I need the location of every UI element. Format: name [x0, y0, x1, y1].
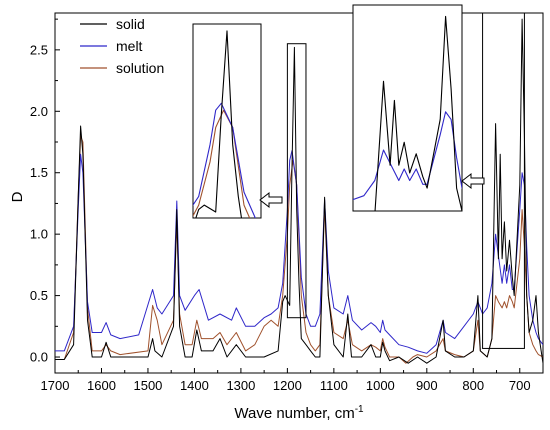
x-tick-label: 1300	[226, 378, 255, 393]
y-tick-label: 1.5	[30, 165, 48, 180]
series-line-melt	[55, 150, 543, 354]
x-tick-label: 700	[509, 378, 531, 393]
plot-area	[54, 12, 544, 374]
inset-730-frame	[352, 4, 463, 212]
box-1190	[286, 43, 307, 319]
x-axis-title-superscript: -1	[355, 404, 364, 415]
x-tick-label: 800	[462, 378, 484, 393]
inset-1190-arrow	[259, 191, 283, 209]
x-tick-label: 1100	[320, 378, 348, 393]
y-tick-label: 1.0	[30, 227, 48, 242]
inset-730-line-melt	[353, 111, 462, 201]
inset-1190-lines	[193, 30, 257, 218]
inset-1190-line-melt	[193, 102, 257, 218]
inset-730-line-solid	[374, 15, 462, 211]
x-axis-title: Wave number, cm-1	[234, 404, 364, 422]
y-tick-label: 0.0	[30, 350, 48, 365]
x-tick-label: 900	[416, 378, 438, 393]
legend-item-solid: solid	[80, 16, 145, 32]
series-layer	[55, 18, 543, 364]
y-tick-label: 2.5	[30, 42, 48, 57]
legend-label-solution: solution	[116, 60, 164, 76]
x-axis-ticks: 1700 1600 1500 1400 1300 1200 1100 1000 900 800 70…	[41, 368, 531, 393]
x-tick-label: 1500	[133, 378, 162, 393]
legend-label-solid: solid	[116, 16, 145, 32]
x-tick-label: 1600	[87, 378, 116, 393]
y-tick-label: 2.0	[30, 104, 48, 119]
y-tick-label: 0.5	[30, 288, 48, 303]
series-line-solution	[55, 135, 543, 364]
x-tick-label: 1000	[366, 378, 395, 393]
x-tick-label: 1400	[180, 378, 209, 393]
inset-1190	[192, 23, 283, 219]
y-axis-title: D	[9, 191, 26, 202]
legend-item-solution: solution	[80, 60, 164, 76]
legend: solid melt solution	[80, 16, 164, 76]
axes-frame	[54, 12, 544, 374]
inset-730	[352, 4, 485, 212]
x-tick-label: 1200	[273, 378, 302, 393]
y-axis-ticks: 0.0 0.5 1.0 1.5 2.0 2.5	[30, 18, 60, 365]
inset-730-lines	[353, 15, 462, 211]
x-axis-title-text: Wave number, cm	[234, 405, 354, 422]
x-tick-label: 1700	[41, 378, 70, 393]
legend-item-melt: melt	[80, 38, 143, 54]
legend-label-melt: melt	[116, 38, 143, 54]
inset-730-arrow	[461, 172, 485, 190]
inset-1190-line-solid	[195, 30, 243, 218]
series-line-solid	[55, 18, 543, 364]
inset-layer	[192, 4, 485, 219]
